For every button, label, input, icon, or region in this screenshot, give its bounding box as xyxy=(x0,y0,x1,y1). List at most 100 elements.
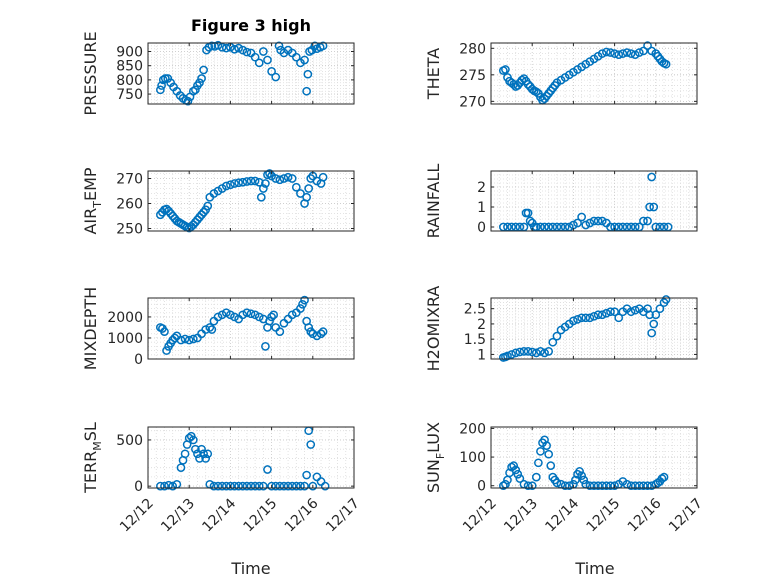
y-axis-label-tail: EMP xyxy=(81,167,100,201)
data-point xyxy=(536,347,545,356)
data-point xyxy=(639,216,648,226)
data-point xyxy=(217,310,227,320)
data-point xyxy=(201,454,211,463)
data-point xyxy=(503,351,512,361)
data-point xyxy=(221,308,231,318)
data-point xyxy=(230,44,239,54)
data-point xyxy=(238,45,248,55)
data-point xyxy=(523,347,533,356)
data-point xyxy=(250,481,260,491)
data-point xyxy=(569,316,578,326)
data-point xyxy=(164,480,173,490)
data-point xyxy=(593,216,603,226)
data-point xyxy=(296,304,305,313)
data-point xyxy=(271,72,281,82)
data-point xyxy=(560,481,570,491)
y-tick-label: 2 xyxy=(477,317,486,333)
data-point xyxy=(191,444,200,454)
data-point xyxy=(585,481,595,491)
data-point xyxy=(254,177,264,187)
grid-lines xyxy=(490,171,698,232)
data-point xyxy=(274,41,284,51)
data-point xyxy=(296,189,305,198)
data-point xyxy=(217,42,227,52)
data-point xyxy=(657,474,667,483)
data-point xyxy=(230,179,239,188)
data-point xyxy=(630,305,640,315)
data-point xyxy=(259,47,268,56)
data-point xyxy=(226,481,235,491)
data-point xyxy=(649,319,659,329)
data-point xyxy=(287,481,297,491)
data-point xyxy=(156,85,165,95)
y-axis-label-main: MIXDEPTH xyxy=(81,287,100,370)
axes-box xyxy=(490,42,698,105)
data-point xyxy=(263,55,272,65)
data-point xyxy=(193,215,202,225)
data-point xyxy=(626,481,636,491)
data-point xyxy=(287,174,297,183)
data-point xyxy=(261,179,270,188)
data-point xyxy=(318,41,328,51)
data-point xyxy=(579,475,589,485)
data-point xyxy=(259,184,268,193)
y-tick-label: 2.5 xyxy=(464,302,486,318)
data-point xyxy=(213,312,223,322)
data-point xyxy=(291,52,301,62)
data-point xyxy=(180,449,190,459)
data-point xyxy=(238,177,248,187)
y-axis-label-subscript: M xyxy=(91,441,104,451)
data-point xyxy=(201,325,211,334)
data-point xyxy=(191,85,200,95)
data-point xyxy=(318,327,328,337)
data-point xyxy=(602,308,611,318)
y-tick-label: 900 xyxy=(116,45,143,61)
data-point xyxy=(602,481,611,491)
y-axis-label: AIRTEMP xyxy=(81,167,104,234)
data-point xyxy=(242,47,252,57)
data-point xyxy=(188,334,198,344)
data-point xyxy=(221,181,231,191)
series-markers xyxy=(499,435,669,491)
data-point xyxy=(156,210,165,220)
data-point xyxy=(213,40,223,50)
data-point xyxy=(573,218,582,228)
data-point xyxy=(242,177,252,186)
y-axis-label: H2OMIXRA xyxy=(424,286,443,372)
data-point xyxy=(199,65,208,75)
data-point xyxy=(246,309,256,319)
data-point xyxy=(180,334,190,344)
data-point xyxy=(168,481,178,491)
data-point xyxy=(511,465,521,475)
data-point xyxy=(606,48,615,57)
data-point xyxy=(585,218,595,228)
data-point xyxy=(593,310,603,320)
data-point xyxy=(655,304,665,314)
data-point xyxy=(300,55,309,65)
data-point xyxy=(597,310,607,320)
data-point xyxy=(267,67,276,76)
data-point xyxy=(221,481,231,491)
data-point xyxy=(230,312,239,322)
data-point xyxy=(279,174,289,183)
data-point xyxy=(597,216,607,226)
y-tick-label: 2 xyxy=(477,180,486,196)
data-point xyxy=(614,50,624,60)
data-point xyxy=(306,327,316,337)
data-point xyxy=(606,307,615,317)
series-markers xyxy=(156,169,328,233)
data-point xyxy=(639,46,648,56)
data-point xyxy=(645,202,654,212)
data-point xyxy=(158,75,168,85)
data-point xyxy=(515,347,525,357)
data-point xyxy=(199,449,208,459)
data-point xyxy=(184,433,194,443)
data-point xyxy=(302,192,311,202)
y-tick-label: 500 xyxy=(116,433,143,449)
series-markers xyxy=(156,295,328,355)
data-point xyxy=(639,481,648,491)
data-point xyxy=(195,78,204,88)
y-tick-label: 850 xyxy=(116,59,143,75)
data-point xyxy=(542,441,551,450)
